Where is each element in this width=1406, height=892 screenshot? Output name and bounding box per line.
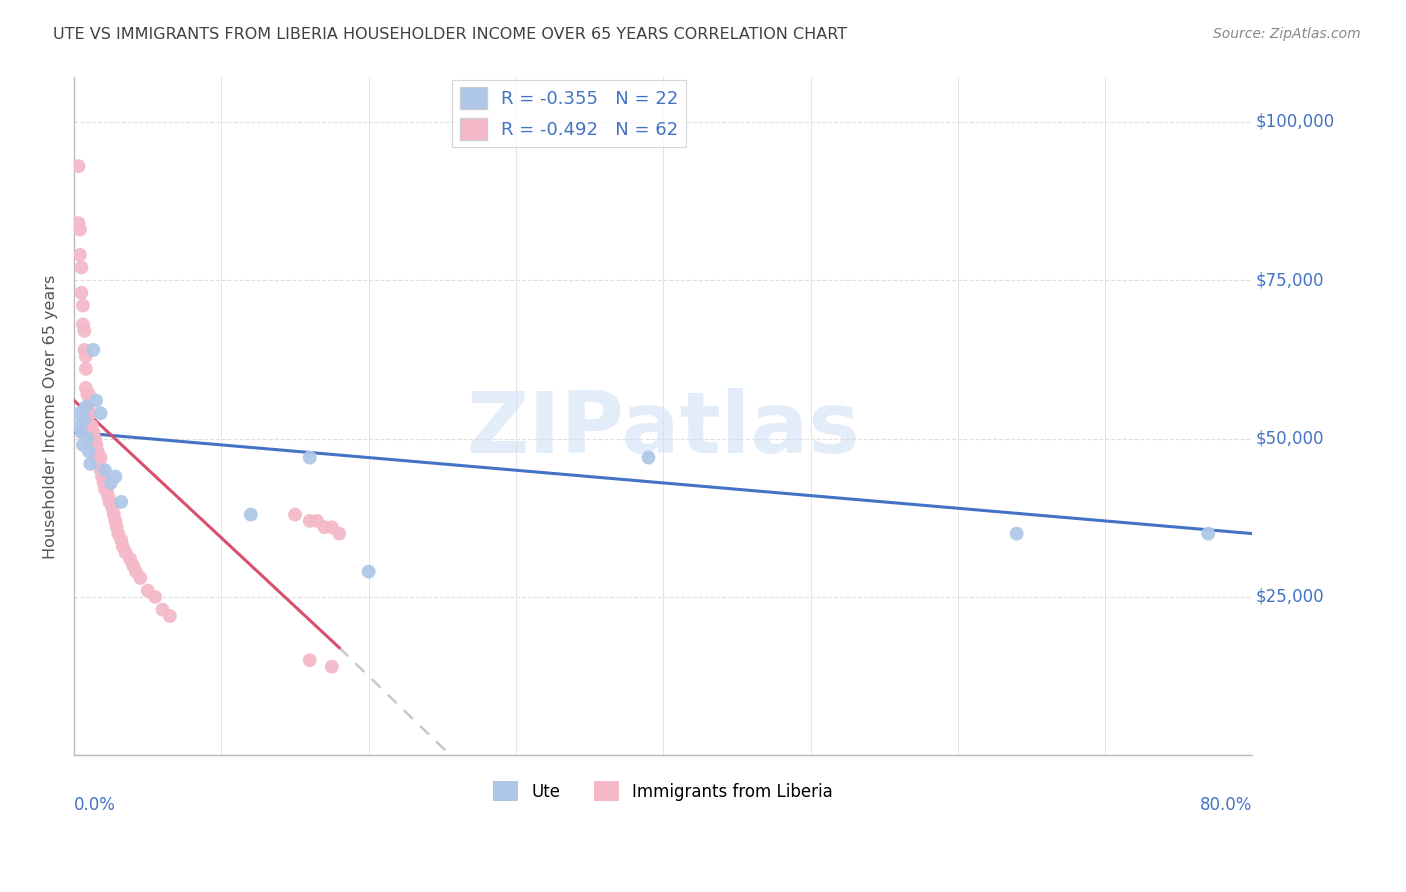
Point xyxy=(125,565,148,579)
Point xyxy=(122,558,145,573)
Point xyxy=(82,425,104,440)
Point xyxy=(73,343,96,357)
Point xyxy=(105,520,128,534)
Point xyxy=(100,495,122,509)
Point xyxy=(84,438,107,452)
Point xyxy=(90,463,112,477)
Point xyxy=(77,387,100,401)
Point xyxy=(89,457,111,471)
Point xyxy=(67,159,90,173)
Point xyxy=(76,400,98,414)
Point xyxy=(97,489,120,503)
Point xyxy=(93,475,115,490)
Point xyxy=(104,469,127,483)
Point xyxy=(70,260,93,275)
Point xyxy=(136,583,159,598)
Point xyxy=(98,495,121,509)
Point xyxy=(307,514,329,528)
Point xyxy=(357,565,380,579)
Point xyxy=(70,285,93,300)
Point xyxy=(79,457,101,471)
Point xyxy=(82,432,104,446)
Text: $50,000: $50,000 xyxy=(1256,430,1324,448)
Text: $25,000: $25,000 xyxy=(1256,588,1324,606)
Point xyxy=(129,571,152,585)
Text: $100,000: $100,000 xyxy=(1256,112,1336,131)
Point xyxy=(76,387,98,401)
Point xyxy=(100,475,122,490)
Point xyxy=(103,508,125,522)
Point xyxy=(93,469,115,483)
Point xyxy=(72,318,94,332)
Text: Source: ZipAtlas.com: Source: ZipAtlas.com xyxy=(1213,27,1361,41)
Point xyxy=(110,495,132,509)
Point xyxy=(94,482,117,496)
Text: $75,000: $75,000 xyxy=(1256,271,1324,289)
Point xyxy=(101,501,124,516)
Point xyxy=(321,659,343,673)
Point xyxy=(111,539,134,553)
Point xyxy=(1005,526,1028,541)
Point xyxy=(637,450,659,465)
Point xyxy=(321,520,343,534)
Point xyxy=(91,463,114,477)
Point xyxy=(70,425,93,440)
Point xyxy=(67,418,90,433)
Point xyxy=(83,432,105,446)
Text: 80.0%: 80.0% xyxy=(1199,796,1253,814)
Point xyxy=(76,432,98,446)
Point xyxy=(284,508,307,522)
Point xyxy=(84,438,107,452)
Point xyxy=(114,546,136,560)
Point xyxy=(107,526,129,541)
Point xyxy=(75,400,97,414)
Point xyxy=(94,463,117,477)
Point xyxy=(69,222,91,236)
Point xyxy=(298,450,321,465)
Point xyxy=(67,216,90,230)
Point xyxy=(72,438,94,452)
Point xyxy=(75,362,97,376)
Point xyxy=(77,444,100,458)
Point xyxy=(298,653,321,667)
Point xyxy=(104,514,127,528)
Point xyxy=(90,406,112,420)
Point xyxy=(159,609,181,624)
Point xyxy=(314,520,336,534)
Point xyxy=(82,343,104,357)
Point xyxy=(79,418,101,433)
Y-axis label: Householder Income Over 65 years: Householder Income Over 65 years xyxy=(44,274,58,558)
Point xyxy=(152,602,174,616)
Point xyxy=(83,432,105,446)
Point xyxy=(73,324,96,338)
Point xyxy=(86,450,108,465)
Point xyxy=(84,393,107,408)
Text: 0.0%: 0.0% xyxy=(75,796,115,814)
Text: ZIPatlas: ZIPatlas xyxy=(467,388,860,472)
Point xyxy=(75,381,97,395)
Point xyxy=(80,418,103,433)
Point xyxy=(120,552,142,566)
Point xyxy=(75,349,97,363)
Point xyxy=(298,514,321,528)
Point xyxy=(1197,526,1219,541)
Text: UTE VS IMMIGRANTS FROM LIBERIA HOUSEHOLDER INCOME OVER 65 YEARS CORRELATION CHAR: UTE VS IMMIGRANTS FROM LIBERIA HOUSEHOLD… xyxy=(53,27,848,42)
Point xyxy=(328,526,350,541)
Point xyxy=(96,482,118,496)
Point xyxy=(77,406,100,420)
Point xyxy=(86,444,108,458)
Legend: R = -0.355   N = 22, R = -0.492   N = 62: R = -0.355 N = 22, R = -0.492 N = 62 xyxy=(453,79,686,147)
Point xyxy=(69,248,91,262)
Point xyxy=(72,299,94,313)
Point xyxy=(90,450,112,465)
Point xyxy=(110,533,132,547)
Point xyxy=(143,590,166,604)
Point xyxy=(91,469,114,483)
Point xyxy=(69,406,91,420)
Point xyxy=(239,508,262,522)
Point xyxy=(73,412,96,426)
Point xyxy=(79,406,101,420)
